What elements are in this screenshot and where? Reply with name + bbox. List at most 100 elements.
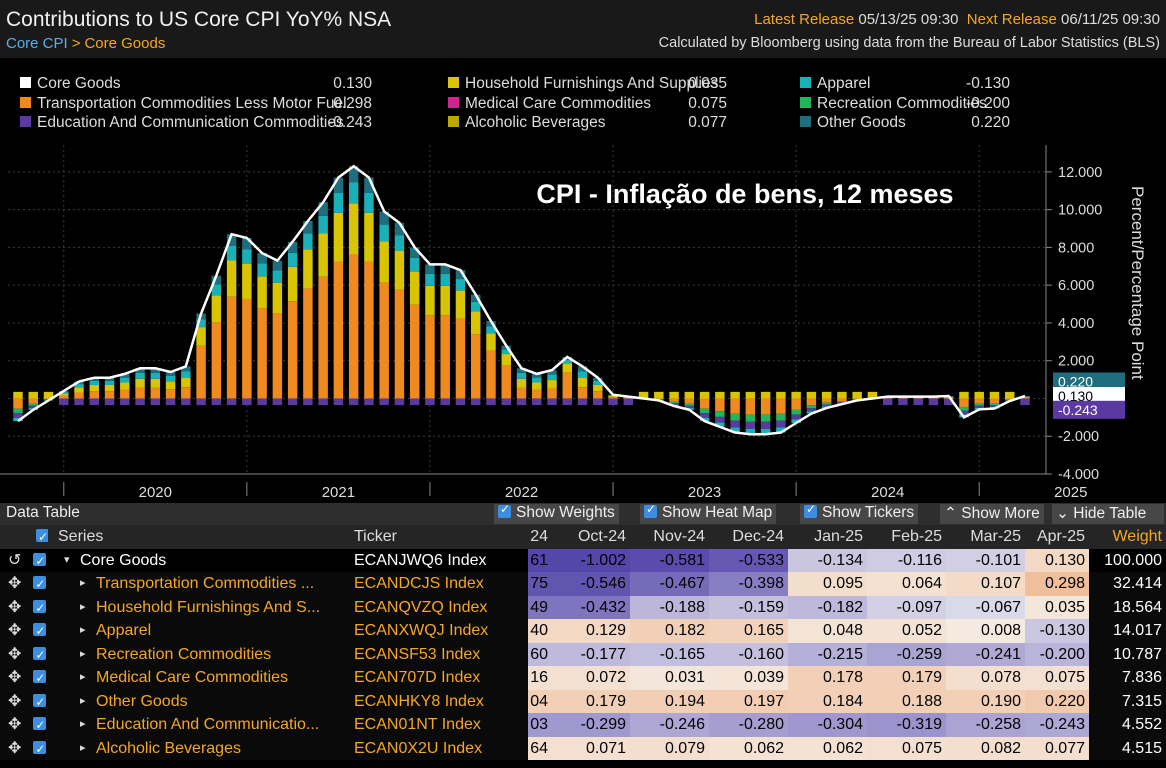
bar-stack[interactable]: [181, 366, 191, 406]
bar-stack[interactable]: [699, 391, 710, 422]
row-checkbox[interactable]: [33, 714, 47, 737]
table-row[interactable]: ✥ Medical Care Commodities ▸ ECAN707D Index…: [0, 666, 1166, 690]
bar-stack[interactable]: [226, 234, 237, 406]
move-icon[interactable]: ✥: [8, 575, 22, 592]
ticker[interactable]: ECANQVZQ Index: [354, 598, 488, 616]
legend-item[interactable]: Core Goods: [20, 75, 121, 95]
bar-stack[interactable]: [13, 391, 23, 422]
expand-arrow-icon[interactable]: ▸: [80, 624, 86, 636]
bar-stack[interactable]: [211, 275, 222, 406]
bar-stack[interactable]: [379, 211, 389, 406]
header-month[interactable]: Oct-24: [577, 528, 626, 545]
stacked-bar-chart[interactable]: 12.000 10.000 8.000 6.000 4.000 2.000 -2.000 -4…: [0, 141, 1166, 503]
header-ticker[interactable]: Ticker: [354, 528, 397, 545]
expand-arrow-icon[interactable]: ▸: [80, 741, 86, 754]
header-weight[interactable]: Weight: [1112, 528, 1162, 545]
move-icon[interactable]: ✥: [8, 598, 22, 616]
ticker[interactable]: ECAN707D Index: [354, 669, 481, 686]
bar-stack[interactable]: [89, 377, 100, 406]
move-icon[interactable]: ✥: [8, 669, 22, 686]
table-row[interactable]: ✥ Household Furnishings And S... ▸ ECANQVZQ…: [0, 595, 1166, 619]
bar-stack[interactable]: [333, 177, 344, 406]
legend-item[interactable]: Household Furnishings And Supplies: [448, 75, 718, 95]
bar-stack[interactable]: [318, 202, 328, 406]
bar-stack[interactable]: [806, 391, 817, 414]
bar-stack[interactable]: [547, 370, 557, 406]
bar-stack[interactable]: [394, 222, 405, 406]
legend-item[interactable]: Recreation Commodities: [800, 95, 987, 115]
bar-stack[interactable]: [928, 396, 939, 406]
bar-stack[interactable]: [348, 166, 359, 406]
legend-item[interactable]: Other Goods: [800, 114, 906, 134]
bar-stack[interactable]: [470, 294, 481, 406]
bar-stack[interactable]: [898, 396, 908, 406]
series-name[interactable]: Recreation Commodities: [96, 645, 272, 663]
row-checkbox[interactable]: [33, 667, 47, 690]
bar-stack[interactable]: [821, 391, 832, 408]
bar-stack[interactable]: [455, 270, 466, 406]
undo-icon[interactable]: ↺: [8, 551, 22, 569]
breadcrumb-core-cpi[interactable]: Core CPI: [6, 35, 68, 52]
ticker[interactable]: ECANHKY8 Index: [354, 692, 484, 710]
move-icon[interactable]: ✥: [8, 622, 22, 639]
bar-stack[interactable]: [684, 391, 695, 410]
bar-stack[interactable]: [425, 264, 435, 406]
bar-stack[interactable]: [745, 391, 756, 435]
series-name[interactable]: Household Furnishings And S...: [96, 598, 321, 616]
breadcrumb-core-goods[interactable]: Core Goods: [84, 35, 166, 52]
move-icon[interactable]: ✥: [8, 739, 22, 757]
bar-stack[interactable]: [516, 368, 527, 406]
ticker[interactable]: ECANXWQJ Index: [354, 622, 489, 639]
series-name[interactable]: Core Goods: [80, 551, 167, 569]
ticker[interactable]: ECAN01NT Index: [354, 716, 481, 733]
ticker[interactable]: ECANJWQ6 Index: [354, 551, 487, 569]
table-row[interactable]: ✥Other Goods▸ECANHKY8 Index040.1790.1940…: [0, 689, 1166, 713]
bar-stack[interactable]: [74, 381, 84, 406]
expand-arrow-icon[interactable]: ▸: [80, 694, 86, 707]
ticker[interactable]: ECANSF53 Index: [354, 645, 481, 663]
header-month[interactable]: Feb-25: [891, 528, 942, 545]
row-checkbox[interactable]: [33, 691, 47, 713]
header-24[interactable]: 24: [530, 528, 548, 545]
bar-stack[interactable]: [272, 260, 283, 406]
bar-stack[interactable]: [715, 391, 725, 427]
series-name[interactable]: Transportation Commodities ...: [96, 575, 315, 592]
core-goods-line[interactable]: [17, 164, 1026, 436]
bar-stack[interactable]: [409, 247, 420, 406]
move-icon[interactable]: ✥: [8, 692, 22, 710]
expand-arrow-icon[interactable]: ▸: [80, 577, 86, 589]
bar-stack[interactable]: [257, 253, 267, 406]
show-more-button[interactable]: ⌃ Show More: [940, 504, 1044, 524]
header-month[interactable]: Jan-25: [814, 528, 863, 545]
expand-arrow-icon[interactable]: ▸: [80, 600, 86, 613]
show-tickers-toggle[interactable]: Show Tickers: [800, 502, 919, 524]
bar-stack[interactable]: [730, 391, 740, 433]
table-row[interactable]: ✥ Education And Communicatio... ▸ ECAN01NT …: [0, 713, 1166, 737]
table-row[interactable]: ↺ Core Goods ▾ ECANJWQ6 Index 61-1.002-0.581…: [0, 548, 1166, 572]
move-icon[interactable]: ✥: [8, 645, 22, 663]
bar-stack[interactable]: [120, 373, 130, 406]
bar-stack[interactable]: [562, 356, 573, 406]
bar-stack[interactable]: [791, 391, 801, 424]
bar-stack[interactable]: [165, 372, 176, 406]
expand-arrow-icon[interactable]: ▸: [80, 647, 86, 660]
row-checkbox[interactable]: [33, 550, 47, 572]
header-series[interactable]: Series: [58, 528, 104, 545]
row-checkbox[interactable]: [33, 644, 47, 666]
table-row[interactable]: ✥ Recreation Commodities ▸ ECANSF53 Index 60…: [0, 642, 1166, 666]
bar-stack[interactable]: [287, 241, 298, 406]
table-row[interactable]: ✥ Apparel ▸ ECANXWQJ Index 400.1290.1820.165…: [0, 619, 1166, 643]
legend-item[interactable]: Education And Communication Commodities: [20, 114, 344, 134]
series-name[interactable]: Medical Care Commodities: [96, 669, 289, 686]
expand-arrow-icon[interactable]: ▾: [64, 553, 70, 566]
bar-stack[interactable]: [364, 177, 374, 406]
bar-stack[interactable]: [303, 220, 313, 406]
series-name[interactable]: Education And Communicatio...: [96, 716, 320, 733]
move-icon[interactable]: ✥: [8, 716, 22, 733]
series-name[interactable]: Other Goods: [96, 692, 188, 710]
header-month[interactable]: Dec-24: [732, 528, 784, 545]
select-all-checkbox[interactable]: [36, 526, 48, 549]
bar-stack[interactable]: [242, 237, 252, 406]
bar-stack[interactable]: [440, 264, 450, 406]
bar-stack[interactable]: [135, 368, 145, 406]
